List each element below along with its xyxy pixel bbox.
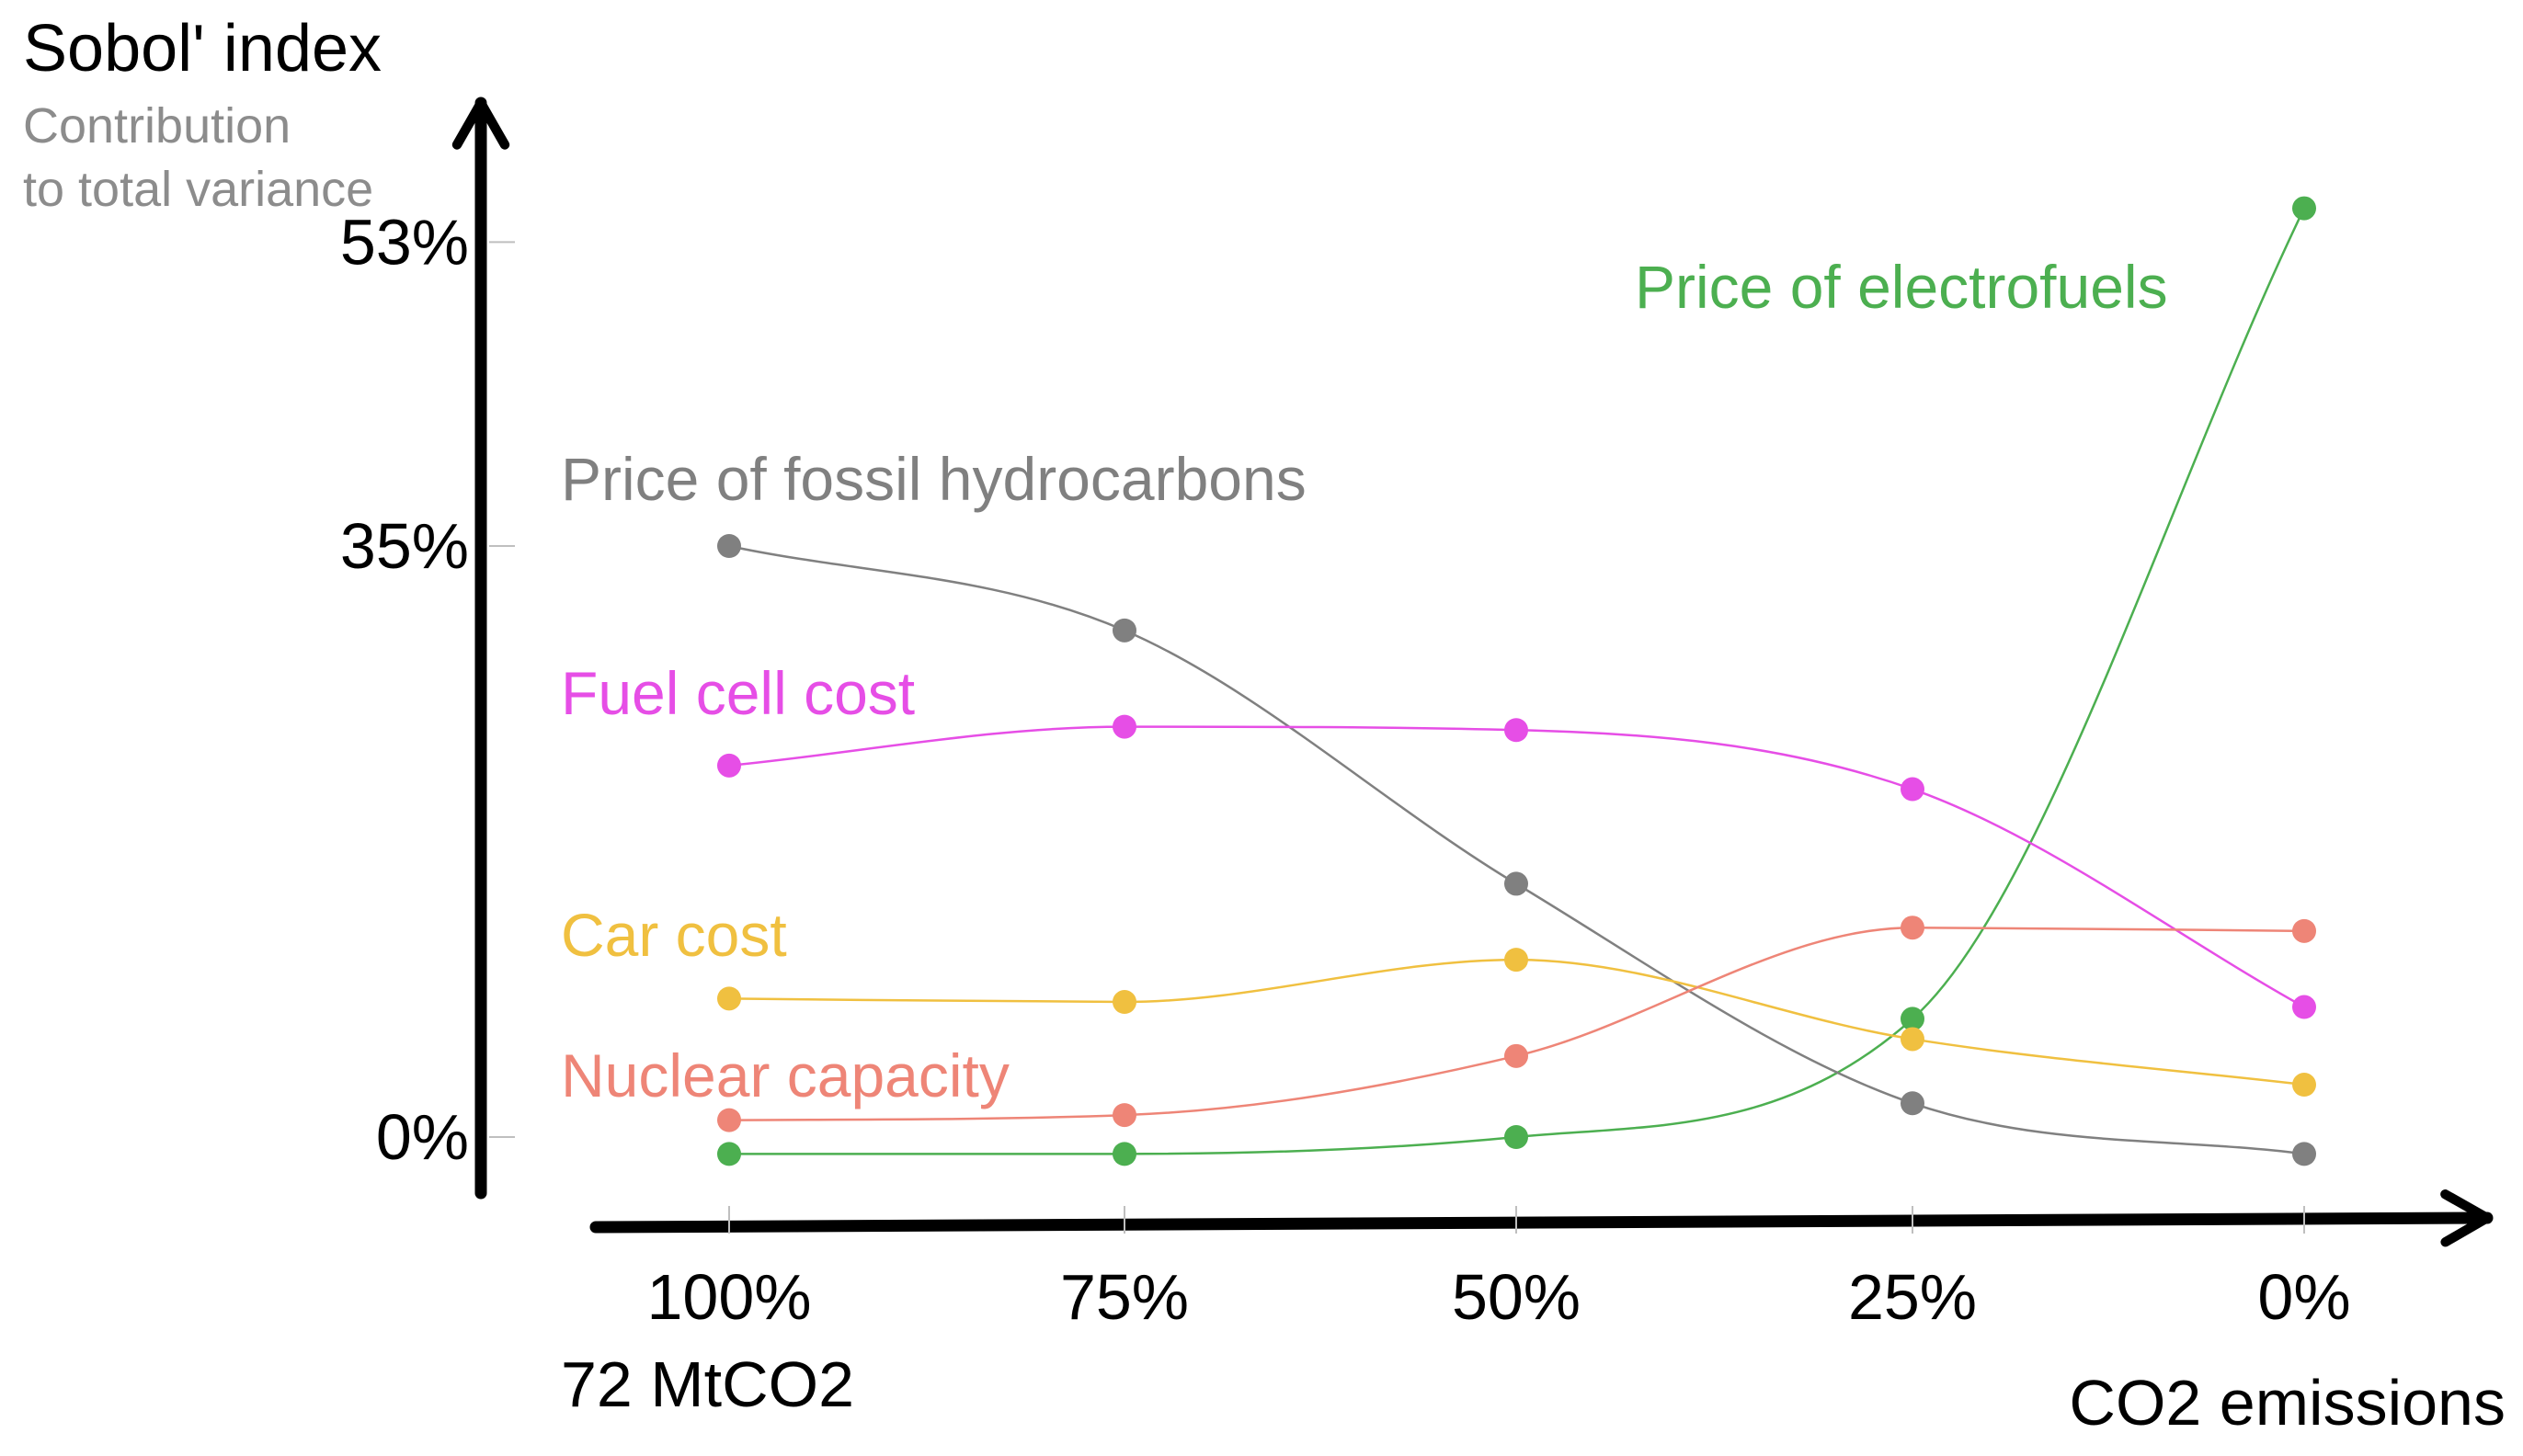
data-point-price-of-electrofuels: [1504, 1125, 1528, 1149]
data-point-fuel-cell-cost: [1504, 718, 1528, 743]
chart-title: Sobol' index: [23, 12, 382, 85]
chart-subtitle-line-1: Contribution: [23, 98, 291, 154]
y-tick-label: 0%: [376, 1101, 469, 1173]
data-point-price-of-electrofuels: [717, 1142, 741, 1166]
data-point-nuclear-capacity: [2292, 918, 2316, 943]
data-point-car-cost: [2292, 1073, 2316, 1098]
data-point-fuel-cell-cost: [1901, 777, 1924, 802]
series-label-nuclear-capacity: Nuclear capacity: [561, 1041, 1010, 1109]
x-axis-label: CO2 emissions: [2069, 1367, 2506, 1439]
data-point-car-cost: [1113, 990, 1136, 1015]
data-point-fuel-cell-cost: [717, 753, 741, 778]
data-point-nuclear-capacity: [717, 1108, 741, 1132]
data-point-price-of-fossil-hydrocarbons: [717, 534, 741, 558]
data-point-price-of-electrofuels: [2292, 196, 2316, 221]
series-line-price-of-electrofuels: [729, 208, 2306, 1155]
x-tick-label: 50%: [1452, 1261, 1581, 1333]
x-tick-label: 100%: [646, 1261, 811, 1333]
data-point-price-of-fossil-hydrocarbons: [1901, 1091, 1924, 1116]
data-point-car-cost: [1901, 1027, 1924, 1052]
data-point-fuel-cell-cost: [2292, 995, 2316, 1019]
series-label-fuel-cell-cost: Fuel cell cost: [561, 659, 915, 727]
data-point-price-of-electrofuels: [1113, 1142, 1136, 1166]
y-tick-label: 53%: [340, 206, 469, 278]
data-point-price-of-fossil-hydrocarbons: [1113, 618, 1136, 643]
x-tick-label: 25%: [1848, 1261, 1977, 1333]
data-point-car-cost: [1504, 948, 1528, 973]
x-tick-label: 0%: [2257, 1261, 2350, 1333]
data-point-price-of-electrofuels: [1901, 1007, 1924, 1031]
data-point-price-of-fossil-hydrocarbons: [1504, 871, 1528, 896]
y-tick-label: 35%: [340, 510, 469, 582]
data-point-fuel-cell-cost: [1113, 714, 1136, 739]
series-label-price-of-electrofuels: Price of electrofuels: [1635, 253, 2168, 321]
data-point-car-cost: [717, 986, 741, 1011]
data-point-price-of-fossil-hydrocarbons: [2292, 1142, 2316, 1166]
data-point-nuclear-capacity: [1113, 1103, 1136, 1128]
x-tick-label: 75%: [1060, 1261, 1189, 1333]
x-baseline-note: 72 MtCO2: [561, 1348, 854, 1420]
chart-subtitle-line-2: to total variance: [23, 162, 373, 217]
series-label-price-of-fossil-hydrocarbons: Price of fossil hydrocarbons: [561, 445, 1307, 513]
data-point-nuclear-capacity: [1901, 916, 1924, 940]
data-point-nuclear-capacity: [1504, 1043, 1528, 1068]
series-label-car-cost: Car cost: [561, 901, 787, 969]
x-axis: [589, 1189, 2494, 1247]
